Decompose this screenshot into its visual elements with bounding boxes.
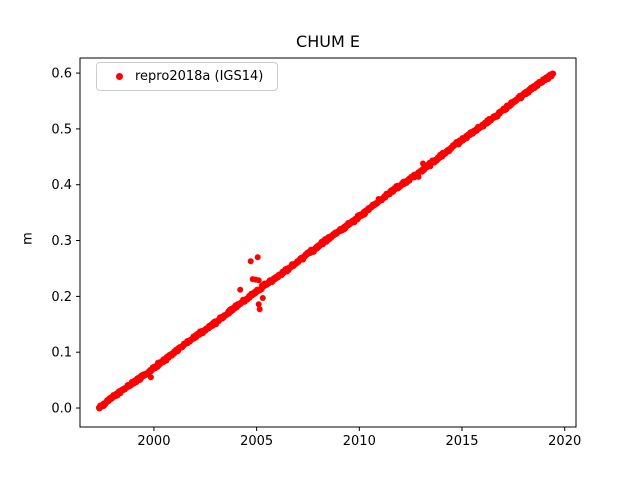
x-tick-label: 2020 xyxy=(548,434,581,449)
series-repro2018a-points xyxy=(95,70,557,412)
y-tick-label: 0.1 xyxy=(51,346,72,361)
y-axis-label: m xyxy=(20,232,36,245)
x-tick-label: 2000 xyxy=(137,434,170,449)
x-tick-label: 2010 xyxy=(343,434,376,449)
legend-box: repro2018a (IGS14) xyxy=(96,62,278,91)
series-outlier-points xyxy=(147,160,426,381)
y-tick-label: 0.4 xyxy=(51,178,72,193)
chart-title: CHUM E xyxy=(296,32,360,51)
y-tick-label: 0.3 xyxy=(51,234,72,249)
axes-frame xyxy=(79,57,577,428)
legend-marker-icon xyxy=(116,73,123,80)
y-tick-label: 0.2 xyxy=(51,290,72,305)
x-tick-label: 2005 xyxy=(240,434,273,449)
y-tick-label: 0.5 xyxy=(51,122,72,137)
y-tick-label: 0.0 xyxy=(51,402,72,417)
x-tick-label: 2015 xyxy=(445,434,478,449)
legend-label: repro2018a (IGS14) xyxy=(135,69,264,84)
y-tick-label: 0.6 xyxy=(51,67,72,82)
